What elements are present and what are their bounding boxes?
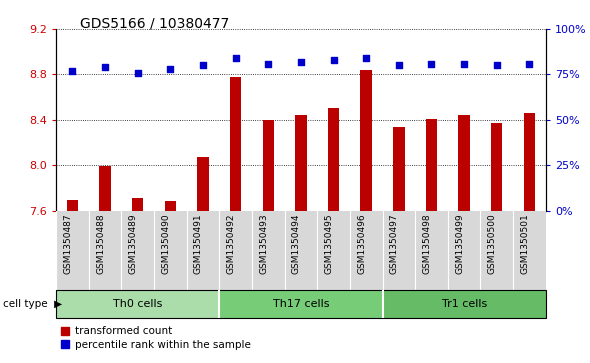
Text: GSM1350489: GSM1350489: [129, 214, 137, 274]
Point: [264, 61, 273, 66]
Point: [100, 64, 110, 70]
Legend: transformed count, percentile rank within the sample: transformed count, percentile rank withi…: [61, 326, 251, 350]
Point: [198, 62, 208, 68]
Bar: [186, 211, 219, 290]
Text: GSM1350501: GSM1350501: [520, 214, 529, 274]
Bar: [382, 211, 415, 290]
Bar: [415, 211, 448, 290]
Bar: [230, 77, 241, 211]
Bar: [219, 290, 382, 318]
Text: GSM1350487: GSM1350487: [63, 214, 73, 274]
Bar: [458, 115, 470, 211]
Text: cell type  ▶: cell type ▶: [3, 299, 62, 309]
Point: [68, 68, 77, 74]
Bar: [67, 200, 78, 211]
Point: [231, 55, 240, 61]
Text: GSM1350488: GSM1350488: [96, 214, 105, 274]
Bar: [328, 109, 339, 211]
Bar: [491, 123, 503, 211]
Bar: [513, 211, 546, 290]
Point: [133, 70, 142, 76]
Bar: [132, 198, 143, 211]
Bar: [197, 157, 209, 211]
Bar: [350, 211, 382, 290]
Bar: [154, 211, 186, 290]
Bar: [480, 211, 513, 290]
Text: GSM1350496: GSM1350496: [357, 214, 366, 274]
Point: [394, 62, 404, 68]
Point: [296, 59, 306, 65]
Bar: [284, 211, 317, 290]
Text: GSM1350497: GSM1350497: [390, 214, 399, 274]
Text: GSM1350490: GSM1350490: [161, 214, 171, 274]
Bar: [524, 113, 535, 211]
Text: GSM1350493: GSM1350493: [259, 214, 268, 274]
Bar: [122, 211, 154, 290]
Point: [492, 62, 502, 68]
Text: GSM1350500: GSM1350500: [488, 214, 497, 274]
Text: GSM1350494: GSM1350494: [292, 214, 301, 274]
Bar: [317, 211, 350, 290]
Bar: [88, 211, 122, 290]
Text: GSM1350495: GSM1350495: [324, 214, 333, 274]
Bar: [263, 120, 274, 211]
Point: [525, 61, 534, 66]
Point: [166, 66, 175, 72]
Bar: [393, 127, 405, 211]
Text: GSM1350498: GSM1350498: [422, 214, 431, 274]
Point: [329, 57, 338, 63]
Bar: [382, 290, 546, 318]
Text: GSM1350491: GSM1350491: [194, 214, 203, 274]
Text: GSM1350492: GSM1350492: [227, 214, 235, 274]
Point: [460, 61, 469, 66]
Bar: [295, 115, 307, 211]
Bar: [219, 211, 252, 290]
Text: GDS5166 / 10380477: GDS5166 / 10380477: [80, 16, 229, 30]
Bar: [99, 166, 111, 211]
Text: Th17 cells: Th17 cells: [273, 299, 329, 309]
Bar: [360, 70, 372, 211]
Bar: [56, 290, 219, 318]
Text: Th0 cells: Th0 cells: [113, 299, 162, 309]
Bar: [165, 201, 176, 211]
Point: [362, 55, 371, 61]
Bar: [56, 211, 88, 290]
Bar: [252, 211, 284, 290]
Bar: [426, 119, 437, 211]
Bar: [448, 211, 480, 290]
Text: Tr1 cells: Tr1 cells: [441, 299, 487, 309]
Text: GSM1350499: GSM1350499: [455, 214, 464, 274]
Point: [427, 61, 436, 66]
